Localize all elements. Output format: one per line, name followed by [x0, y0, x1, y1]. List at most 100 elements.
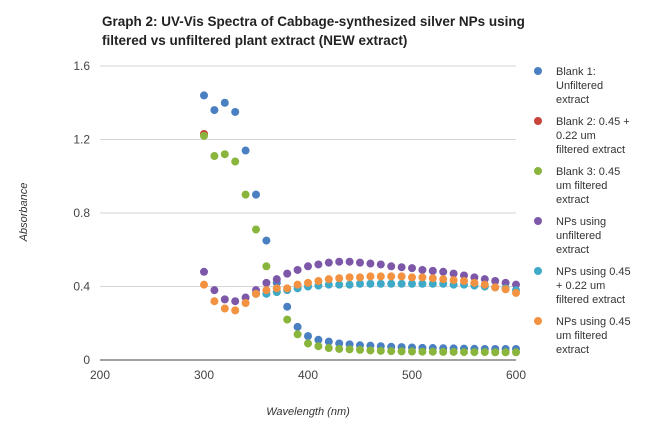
data-point [480, 348, 489, 357]
data-point [501, 278, 510, 287]
data-point [293, 280, 302, 289]
data-point [220, 98, 229, 107]
data-point [241, 190, 250, 199]
data-point [252, 190, 260, 199]
data-point [262, 278, 271, 287]
data-point [387, 272, 396, 281]
legend-marker [534, 117, 542, 125]
data-point [252, 289, 260, 298]
legend-label: NPs using 0.45 [556, 316, 631, 328]
data-point [397, 347, 406, 356]
legend-label: extract [556, 194, 589, 206]
legend-marker [534, 217, 542, 225]
data-point [210, 286, 219, 295]
legend-marker [534, 317, 542, 325]
data-point [376, 272, 385, 281]
data-point [283, 269, 292, 278]
data-point [220, 304, 229, 313]
data-point [231, 306, 240, 315]
data-point [439, 267, 448, 276]
data-point [304, 262, 312, 271]
y-tick-label: 1.2 [73, 133, 90, 147]
data-point [314, 335, 323, 344]
data-point [262, 262, 271, 271]
data-point [200, 91, 208, 100]
data-point [460, 348, 468, 357]
data-point [324, 337, 333, 346]
x-tick-label: 500 [402, 368, 422, 382]
legend-label: extract [556, 344, 589, 356]
data-point [210, 297, 219, 306]
data-point [501, 348, 510, 357]
data-point [387, 279, 396, 288]
data-point [314, 260, 323, 269]
data-point [335, 280, 344, 289]
data-point [283, 284, 292, 293]
data-point [324, 344, 333, 353]
data-point [241, 146, 250, 155]
legend-marker [534, 167, 542, 175]
x-tick-label: 300 [194, 368, 214, 382]
data-point [376, 279, 385, 288]
y-tick-label: 0.8 [73, 206, 90, 220]
legend-label: Blank 2: 0.45 + [556, 116, 630, 128]
legend-label: 0.22 um [556, 130, 596, 142]
data-point [449, 347, 458, 356]
data-points [200, 91, 520, 357]
data-point [356, 279, 364, 288]
data-point [220, 150, 229, 159]
data-point [345, 345, 354, 354]
chart-title-line-1: Graph 2: UV-Vis Spectra of Cabbage-synth… [102, 14, 525, 29]
data-point [439, 347, 448, 356]
data-point [449, 276, 458, 285]
data-point [470, 278, 479, 287]
legend-label: Blank 1: [556, 66, 596, 78]
data-point [418, 265, 427, 274]
legend-item: NPs using 0.45 um filtered extract [534, 316, 631, 356]
data-point [252, 225, 260, 234]
legend-label: unfiltered [556, 230, 601, 242]
data-point [408, 347, 416, 356]
data-point [324, 280, 333, 289]
data-point [418, 279, 427, 288]
data-point [272, 284, 281, 293]
data-point [231, 297, 240, 306]
y-tick-label: 0 [83, 353, 90, 367]
data-point [335, 274, 344, 283]
data-point [491, 283, 500, 292]
data-point [428, 279, 437, 288]
data-point [356, 273, 364, 282]
data-point [293, 330, 302, 339]
data-point [241, 293, 250, 302]
data-point [220, 295, 229, 304]
data-point [262, 286, 271, 295]
data-point [231, 107, 240, 116]
data-point [470, 273, 479, 282]
data-point [408, 279, 416, 288]
data-point [345, 257, 354, 266]
data-point [366, 346, 375, 355]
data-point [335, 344, 344, 353]
data-point [428, 266, 437, 275]
data-point [470, 348, 479, 357]
data-point [397, 272, 406, 281]
legend-label: NPs using 0.45 [556, 266, 631, 278]
data-point [418, 347, 427, 356]
data-point [512, 288, 520, 297]
data-point [428, 347, 437, 356]
data-point [397, 263, 406, 272]
legend-label: Unfiltered [556, 80, 603, 92]
data-point [501, 285, 510, 294]
data-point [460, 271, 468, 280]
data-point [210, 152, 219, 161]
data-point [314, 342, 323, 351]
data-point [345, 280, 354, 289]
data-point [449, 269, 458, 278]
chart-title-line-2: filtered vs unfiltered plant extract (NE… [102, 33, 407, 48]
legend-label: extract [556, 244, 589, 256]
data-point [241, 299, 250, 308]
data-point [314, 276, 323, 285]
legend: Blank 1: Unfiltered extract Blank 2: 0.45 +… [534, 66, 631, 356]
legend-item: Blank 1: Unfiltered extract [534, 66, 603, 106]
